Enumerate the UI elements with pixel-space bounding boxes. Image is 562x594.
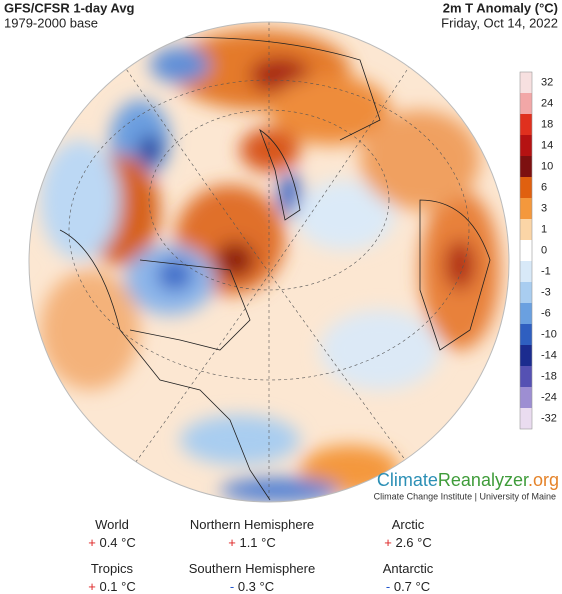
stat-line: + 0.1 °C bbox=[17, 579, 207, 594]
date: Friday, Oct 14, 2022 bbox=[441, 15, 558, 30]
stat-line: + 0.4 °C bbox=[17, 535, 207, 550]
colorbar-cell bbox=[520, 72, 532, 93]
stat: World + 0.4 °C bbox=[17, 517, 207, 550]
title: GFS/CFSR 1-day Avg bbox=[4, 0, 135, 15]
stat-line: - 0.3 °C bbox=[157, 579, 347, 594]
colorbar-cell bbox=[520, 345, 532, 366]
stat-region: Arctic bbox=[391, 517, 425, 532]
colorbar-label: -32 bbox=[541, 412, 557, 424]
colorbar-label: 6 bbox=[541, 181, 547, 193]
stat-region: Southern Hemisphere bbox=[188, 561, 316, 576]
stat-line: + 1.1 °C bbox=[157, 535, 347, 550]
stat-region: Northern Hemisphere bbox=[189, 517, 315, 532]
colorbar-cell bbox=[520, 261, 532, 282]
stat: Tropics + 0.1 °C bbox=[17, 561, 207, 594]
stat-sign: + bbox=[384, 535, 392, 550]
logo-climate: Climate bbox=[377, 470, 438, 490]
subtitle: 1979-2000 base bbox=[4, 15, 98, 30]
stat-value: 1.1 °C bbox=[239, 535, 276, 550]
stat-region: World bbox=[95, 517, 129, 532]
stat-region: Antarctic bbox=[382, 561, 434, 576]
colorbar-cell bbox=[520, 177, 532, 198]
colorbar-cell bbox=[520, 408, 532, 429]
variable: 2m T Anomaly (°C) bbox=[443, 0, 558, 15]
logo-org: .org bbox=[528, 470, 559, 490]
colorbar-cell bbox=[520, 135, 532, 156]
colorbar-cell bbox=[520, 366, 532, 387]
colorbar-label: -3 bbox=[541, 286, 551, 298]
colorbar-frame bbox=[519, 71, 533, 430]
colorbar-label: -1 bbox=[541, 265, 551, 277]
colorbar-cell bbox=[520, 303, 532, 324]
colorbar-cell bbox=[520, 93, 532, 114]
colorbar-cell bbox=[520, 114, 532, 135]
colorbar-cell bbox=[520, 240, 532, 261]
logo-credit: Climate Change Institute | University of… bbox=[374, 491, 556, 501]
stat-sign: + bbox=[88, 535, 96, 550]
colorbar-cell bbox=[520, 387, 532, 408]
stat: Southern Hemisphere - 0.3 °C bbox=[157, 561, 347, 594]
colorbar-cell bbox=[520, 282, 532, 303]
colorbar-label: -18 bbox=[541, 370, 557, 382]
colorbar-label: -24 bbox=[541, 391, 557, 403]
stat-line: + 2.6 °C bbox=[313, 535, 503, 550]
colorbar-cell bbox=[520, 198, 532, 219]
colorbar-cell bbox=[520, 324, 532, 345]
colorbar-label: 1 bbox=[541, 223, 547, 235]
colorbar-label: 3 bbox=[541, 202, 547, 214]
colorbar-cell bbox=[520, 219, 532, 240]
stat-sign: + bbox=[88, 579, 96, 594]
colorbar-label: 32 bbox=[541, 76, 553, 88]
colorbar-label: -14 bbox=[541, 349, 557, 361]
stat-line: - 0.7 °C bbox=[313, 579, 503, 594]
stat-value: 2.6 °C bbox=[395, 535, 432, 550]
stat-value: 0.4 °C bbox=[99, 535, 136, 550]
colorbar-cell bbox=[520, 156, 532, 177]
stat-sign: + bbox=[228, 535, 236, 550]
stat-value: 0.7 °C bbox=[393, 579, 431, 594]
colorbar-label: 14 bbox=[541, 139, 553, 151]
stat: Arctic + 2.6 °C bbox=[313, 517, 503, 550]
colorbar-label: 18 bbox=[541, 118, 553, 130]
colorbar-label: -10 bbox=[541, 328, 557, 340]
colorbar-label: -6 bbox=[541, 307, 551, 319]
stat: Antarctic - 0.7 °C bbox=[313, 561, 503, 594]
logo: ClimateReanalyzer.org bbox=[377, 470, 559, 490]
stat-sign: - bbox=[229, 579, 235, 594]
stat-region: Tropics bbox=[90, 561, 134, 576]
stat: Northern Hemisphere + 1.1 °C bbox=[157, 517, 347, 550]
stat-sign: - bbox=[385, 579, 391, 594]
stat-value: 0.1 °C bbox=[99, 579, 136, 594]
colorbar-label: 24 bbox=[541, 97, 553, 109]
stat-value: 0.3 °C bbox=[237, 579, 275, 594]
colorbar-label: 10 bbox=[541, 160, 553, 172]
colorbar-label: 0 bbox=[541, 244, 547, 256]
logo-reanalyzer: Reanalyzer bbox=[438, 470, 529, 490]
globe bbox=[29, 22, 509, 502]
